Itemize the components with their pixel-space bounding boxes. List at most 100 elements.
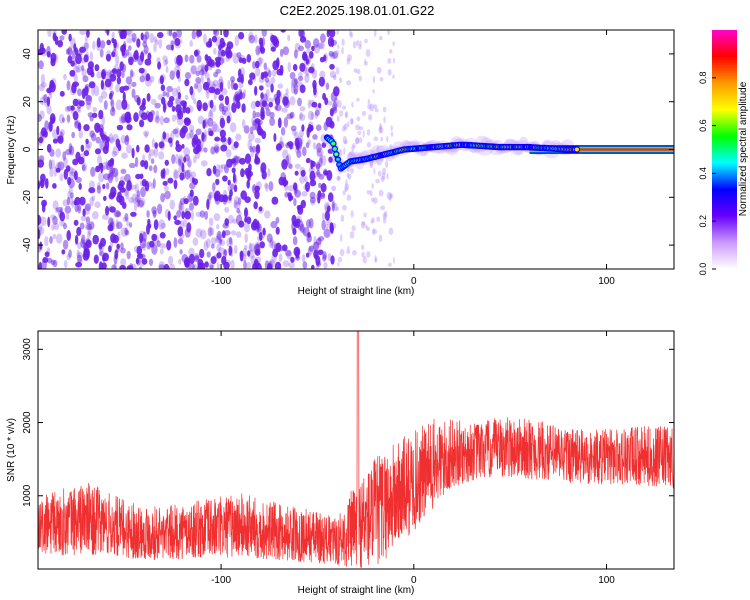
noise-blob	[62, 151, 67, 161]
noise-blob	[184, 72, 192, 80]
noise-blob	[67, 177, 72, 186]
noise-blob	[184, 94, 189, 101]
noise-blob	[232, 172, 236, 184]
noise-blob	[164, 190, 171, 200]
noise-blob	[255, 263, 262, 269]
noise-blob	[142, 231, 147, 243]
noise-blob	[187, 193, 194, 203]
noise-blob	[264, 182, 268, 189]
noise-blob	[219, 115, 224, 122]
noise-blob	[76, 106, 80, 113]
noise-blob	[264, 260, 270, 269]
noise-blob	[298, 75, 304, 82]
noise-blob	[74, 234, 79, 245]
noise-blob	[307, 246, 314, 256]
noise-blob	[173, 168, 178, 180]
noise-blob	[124, 213, 129, 222]
noise-blob	[227, 111, 232, 123]
noise-blob	[206, 198, 210, 210]
noise-blob	[158, 264, 165, 269]
noise-blob	[238, 57, 244, 63]
noise-blob	[136, 190, 141, 198]
x-tick-label: 100	[598, 276, 615, 287]
noise-blob	[94, 201, 101, 208]
noise-blob	[111, 31, 115, 40]
noise-blob	[87, 230, 91, 241]
noise-blob	[111, 150, 118, 157]
noise-blob	[325, 116, 333, 128]
colorbar-tick-label: 0.6	[698, 119, 708, 132]
noise-blob	[111, 167, 119, 178]
noise-blob	[80, 215, 87, 222]
noise-blob	[213, 89, 217, 101]
noise-blob	[110, 233, 117, 244]
noise-blob	[133, 201, 138, 212]
noise-blob	[175, 104, 182, 114]
noise-blob	[184, 210, 192, 220]
noise-blob	[155, 115, 160, 124]
noise-blob	[157, 203, 163, 215]
noise-blob	[61, 249, 66, 255]
noise-blob	[184, 117, 192, 127]
noise-blob	[167, 99, 174, 108]
noise-blob	[299, 223, 305, 233]
noise-blob	[249, 72, 256, 80]
noise-blob	[87, 61, 94, 69]
noise-blob	[86, 30, 90, 38]
noise-blob	[122, 91, 126, 102]
colorbar-tick-label: 0.4	[698, 167, 708, 180]
noise-blob	[38, 261, 42, 269]
noise-blob	[306, 127, 310, 138]
noise-blob	[175, 112, 181, 121]
noise-blob	[196, 30, 203, 37]
noise-blob	[79, 222, 85, 230]
noise-blob	[252, 110, 256, 119]
noise-blob	[183, 169, 186, 180]
noise-blob	[195, 128, 202, 136]
noise-blob	[44, 236, 49, 247]
noise-blob	[233, 244, 238, 255]
noise-blob	[49, 88, 53, 100]
noise-blob	[171, 114, 177, 122]
noise-blob	[327, 253, 332, 262]
noise-blob	[235, 231, 242, 238]
noise-blob	[195, 228, 203, 238]
noise-blob	[366, 226, 370, 232]
noise-blob	[298, 45, 304, 52]
noise-blob	[189, 85, 194, 96]
noise-blob	[194, 255, 200, 263]
noise-blob	[356, 68, 361, 75]
noise-blob	[134, 183, 139, 194]
noise-blob	[148, 223, 152, 229]
noise-blob	[162, 131, 167, 140]
noise-blob	[389, 144, 393, 150]
noise-blob	[140, 160, 146, 167]
noise-blob	[77, 107, 82, 114]
noise-blob	[222, 194, 228, 205]
noise-blob	[275, 143, 283, 151]
noise-blob	[332, 101, 338, 111]
noise-blob	[61, 30, 68, 35]
noise-blob	[160, 193, 166, 203]
noise-blob	[336, 175, 341, 182]
noise-blob	[131, 81, 137, 87]
noise-blob	[109, 222, 113, 230]
noise-blob	[223, 109, 229, 117]
noise-blob	[248, 79, 253, 86]
noise-blob	[49, 113, 56, 125]
noise-blob	[318, 182, 322, 188]
noise-blob	[239, 250, 244, 262]
noise-blob	[38, 181, 41, 190]
noise-blob	[113, 38, 117, 49]
noise-blob	[169, 140, 173, 148]
y-tick-label: 20	[22, 96, 33, 108]
noise-blob	[121, 202, 127, 209]
noise-blob	[356, 40, 360, 47]
noise-blob	[148, 258, 154, 266]
noise-blob	[325, 223, 329, 230]
noise-blob	[138, 109, 145, 118]
noise-blob	[331, 201, 335, 212]
noise-blob	[68, 249, 72, 258]
noise-blob	[365, 224, 368, 230]
noise-blob	[77, 242, 82, 250]
